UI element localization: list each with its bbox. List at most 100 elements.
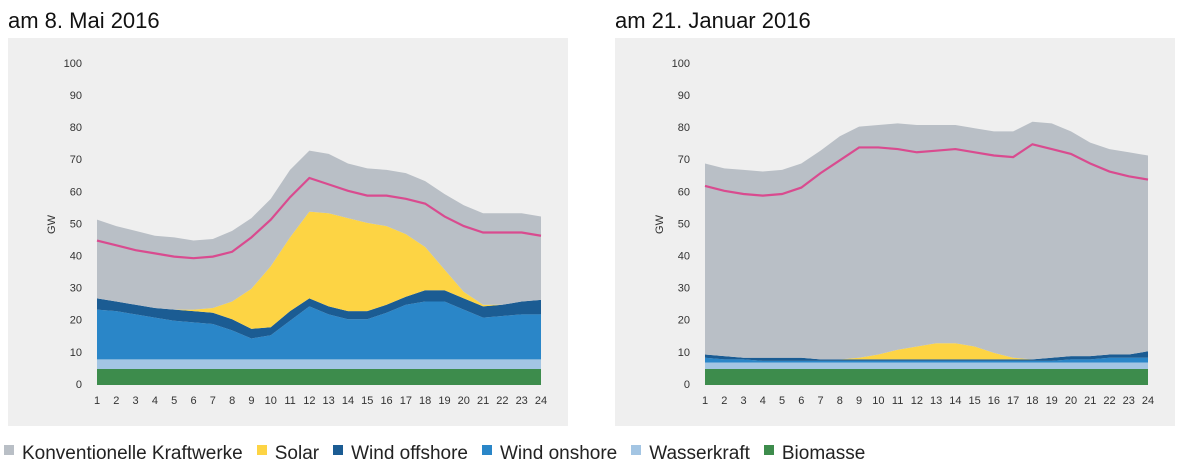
legend-label: Wind onshore <box>500 443 618 464</box>
y-tick-label: 50 <box>70 218 82 230</box>
legend-item: Wind offshore <box>333 443 468 465</box>
x-tick-label: 17 <box>1007 395 1019 407</box>
legend: Konventionelle Kraftwerke Solar Wind offsh… <box>4 443 865 465</box>
x-tick-label: 20 <box>1065 395 1077 407</box>
area <box>97 150 541 310</box>
area <box>97 359 541 369</box>
legend-item: Wasserkraft <box>631 443 750 465</box>
y-tick-label: 40 <box>70 251 82 263</box>
x-tick-label: 4 <box>760 395 766 407</box>
y-tick-label: 0 <box>684 379 690 391</box>
area <box>705 362 1148 369</box>
x-tick-label: 20 <box>458 395 470 407</box>
x-tick-label: 3 <box>740 395 746 407</box>
x-tick-label: 8 <box>229 395 235 407</box>
x-tick-label: 19 <box>438 395 450 407</box>
legend-swatch <box>482 445 492 455</box>
legend-label: Wasserkraft <box>649 443 750 464</box>
x-tick-label: 24 <box>535 395 547 407</box>
y-tick-label: 100 <box>64 58 82 70</box>
y-tick-label: 60 <box>70 186 82 198</box>
x-tick-label: 10 <box>872 395 884 407</box>
x-tick-label: 1 <box>94 395 100 407</box>
legend-label: Wind offshore <box>351 443 468 464</box>
x-tick-label: 6 <box>190 395 196 407</box>
y-tick-label: 80 <box>70 122 82 134</box>
x-tick-label: 14 <box>949 395 961 407</box>
x-tick-label: 17 <box>400 395 412 407</box>
y-tick-label: 40 <box>678 251 690 263</box>
x-tick-label: 13 <box>930 395 942 407</box>
y-tick-label: 80 <box>678 122 690 134</box>
x-tick-label: 22 <box>496 395 508 407</box>
legend-label: Konventionelle Kraftwerke <box>22 443 243 464</box>
x-tick-label: 12 <box>911 395 923 407</box>
legend-swatch <box>333 445 344 455</box>
y-tick-label: 90 <box>678 90 690 102</box>
x-tick-label: 22 <box>1103 395 1115 407</box>
x-tick-label: 11 <box>284 395 295 407</box>
x-tick-label: 15 <box>969 395 981 407</box>
x-tick-label: 21 <box>477 395 489 407</box>
x-tick-label: 7 <box>818 395 824 407</box>
y-tick-label: 30 <box>678 283 690 295</box>
x-tick-label: 4 <box>152 395 158 407</box>
x-tick-label: 12 <box>303 395 315 407</box>
x-tick-label: 9 <box>248 395 254 407</box>
x-tick-label: 1 <box>702 395 708 407</box>
area <box>97 290 541 339</box>
chart-title: am 21. Januar 2016 <box>615 8 811 33</box>
x-tick-label: 8 <box>837 395 843 407</box>
legend-label: Biomasse <box>781 443 866 464</box>
x-tick-label: 21 <box>1084 395 1096 407</box>
legend-swatch <box>4 445 14 455</box>
x-tick-label: 23 <box>1123 395 1135 407</box>
y-tick-label: 70 <box>70 154 82 166</box>
x-tick-label: 13 <box>323 395 335 407</box>
x-tick-label: 11 <box>892 395 903 407</box>
x-tick-label: 5 <box>171 395 177 407</box>
y-axis-label: GW <box>654 214 666 234</box>
line <box>704 143 1149 197</box>
legend-swatch <box>631 445 642 455</box>
line <box>96 176 542 260</box>
area <box>705 121 1148 360</box>
x-tick-label: 5 <box>779 395 785 407</box>
legend-item: Konventionelle Kraftwerke <box>4 443 243 465</box>
x-tick-label: 19 <box>1046 395 1058 407</box>
y-axis-label: GW <box>46 214 58 234</box>
x-tick-label: 14 <box>342 395 354 407</box>
x-tick-label: 2 <box>721 395 727 407</box>
area <box>705 357 1148 363</box>
y-tick-label: 70 <box>678 154 690 166</box>
y-tick-label: 10 <box>70 347 82 359</box>
y-tick-label: 20 <box>678 315 690 327</box>
x-tick-label: 15 <box>361 395 373 407</box>
y-tick-label: 90 <box>70 90 82 102</box>
y-tick-label: 50 <box>678 218 690 230</box>
area <box>97 368 541 385</box>
y-tick-label: 60 <box>678 186 690 198</box>
x-tick-label: 23 <box>516 395 528 407</box>
y-tick-label: 100 <box>672 58 690 70</box>
x-tick-label: 18 <box>1026 395 1038 407</box>
chart-title: am 8. Mai 2016 <box>8 8 160 33</box>
legend-item: Wind onshore <box>482 443 617 465</box>
y-tick-label: 20 <box>70 315 82 327</box>
legend-swatch <box>763 445 774 455</box>
y-tick-label: 30 <box>70 283 82 295</box>
x-tick-label: 16 <box>988 395 1000 407</box>
x-tick-label: 6 <box>798 395 804 407</box>
x-tick-label: 2 <box>113 395 119 407</box>
y-tick-label: 10 <box>678 347 690 359</box>
x-tick-label: 24 <box>1142 395 1154 407</box>
x-tick-label: 7 <box>210 395 216 407</box>
legend-item: Biomasse <box>763 443 866 465</box>
area <box>705 368 1148 385</box>
area <box>97 211 541 329</box>
x-tick-label: 3 <box>133 395 139 407</box>
area <box>97 301 541 360</box>
legend-swatch <box>256 445 267 455</box>
